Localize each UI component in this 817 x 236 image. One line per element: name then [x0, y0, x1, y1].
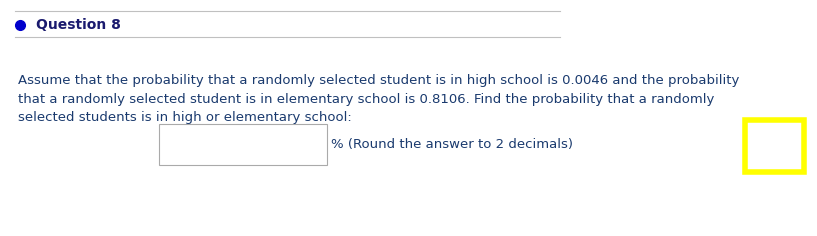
Text: Question 8: Question 8: [36, 18, 121, 32]
Text: Assume that the probability that a randomly selected student is in high school i: Assume that the probability that a rando…: [18, 74, 739, 124]
Text: % (Round the answer to 2 decimals): % (Round the answer to 2 decimals): [331, 138, 573, 151]
FancyBboxPatch shape: [159, 124, 327, 165]
FancyBboxPatch shape: [745, 120, 804, 172]
